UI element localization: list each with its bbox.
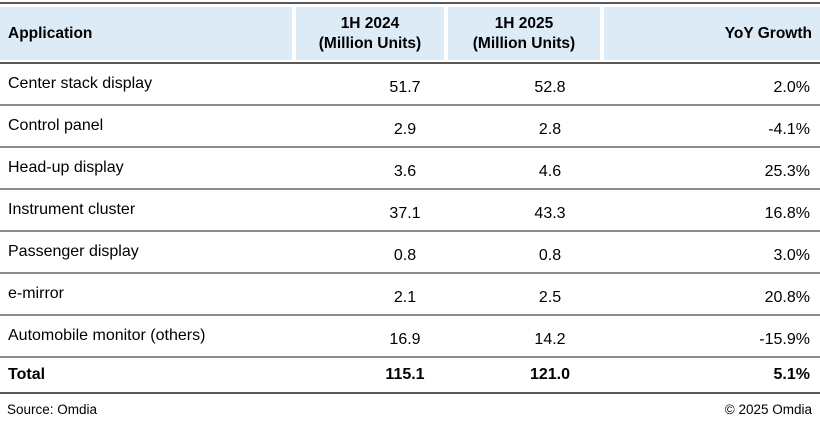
cell-1h2024: 3.6: [393, 163, 417, 180]
cell-yoy: 3.0%: [773, 247, 810, 264]
cell-application: Passenger display: [8, 243, 139, 260]
cell-1h2024: 2.9: [393, 121, 417, 138]
cell-1h2025: 43.3: [534, 205, 566, 222]
cell-1h2024: 51.7: [389, 79, 421, 96]
cell-1h2024: 37.1: [389, 205, 421, 222]
cell-1h2025: 14.2: [534, 331, 566, 348]
header-1h2024: 1H 2024 (Million Units): [296, 7, 444, 60]
cell-yoy: 2.0%: [773, 79, 810, 96]
table-row-control-panel: Control panel 2.9 2.8 -4.1%: [0, 106, 820, 148]
header-1h2025-line2: (Million Units): [472, 34, 576, 52]
cell-1h2025: 52.8: [534, 79, 566, 96]
header-1h2024-line2: (Million Units): [318, 34, 422, 52]
header-1h2024-line1: 1H 2024: [340, 14, 400, 32]
cell-yoy: -15.9%: [759, 331, 810, 348]
cell-total-1h2024: 115.1: [385, 366, 425, 383]
header-yoy-growth: YoY Growth: [604, 7, 820, 60]
table-row-passenger-display: Passenger display 0.8 0.8 3.0%: [0, 232, 820, 274]
header-1h2025: 1H 2025 (Million Units): [448, 7, 600, 60]
cell-application: Automobile monitor (others): [8, 327, 206, 344]
table-header-row: Application 1H 2024 (Million Units) 1H 2…: [0, 7, 820, 60]
table-row-head-up-display: Head-up display 3.6 4.6 25.3%: [0, 148, 820, 190]
table-row-automobile-monitor: Automobile monitor (others) 16.9 14.2 -1…: [0, 316, 820, 358]
table-top-rule: [0, 2, 820, 4]
cell-total-label: Total: [8, 366, 46, 383]
cell-1h2025: 2.5: [538, 289, 562, 306]
table-row-total: Total 115.1 121.0 5.1%: [0, 358, 820, 394]
cell-application: Head-up display: [8, 159, 124, 176]
cell-application: Control panel: [8, 117, 104, 134]
table-body: Center stack display 51.7 52.8 2.0% Cont…: [0, 64, 820, 394]
cell-1h2025: 2.8: [538, 121, 562, 138]
header-application: Application: [0, 7, 292, 60]
header-1h2025-line1: 1H 2025: [494, 14, 554, 32]
cell-application: Instrument cluster: [8, 201, 136, 218]
header-yoy-growth-label: YoY Growth: [724, 24, 812, 42]
table-row-e-mirror: e-mirror 2.1 2.5 20.8%: [0, 274, 820, 316]
cell-total-1h2025: 121.0: [529, 366, 571, 383]
source-note: Source: Omdia: [7, 401, 98, 417]
cell-yoy: 25.3%: [764, 163, 810, 180]
cell-application: e-mirror: [8, 285, 64, 302]
cell-1h2024: 0.8: [393, 247, 417, 264]
cell-yoy: -4.1%: [768, 121, 810, 138]
cell-1h2024: 2.1: [393, 289, 417, 306]
table-row-instrument-cluster: Instrument cluster 37.1 43.3 16.8%: [0, 190, 820, 232]
table-row-center-stack-display: Center stack display 51.7 52.8 2.0%: [0, 64, 820, 106]
cell-1h2025: 4.6: [538, 163, 562, 180]
copyright-note: © 2025 Omdia: [724, 401, 812, 417]
cell-1h2024: 16.9: [389, 331, 421, 348]
cell-1h2025: 0.8: [538, 247, 562, 264]
cell-yoy: 16.8%: [764, 205, 810, 222]
table-footer: Source: Omdia © 2025 Omdia: [0, 394, 820, 422]
cell-application: Center stack display: [8, 75, 153, 92]
header-bottom-rule: [0, 62, 820, 64]
header-application-label: Application: [8, 24, 93, 42]
cell-yoy: 20.8%: [764, 289, 810, 306]
cell-total-yoy: 5.1%: [773, 366, 810, 383]
